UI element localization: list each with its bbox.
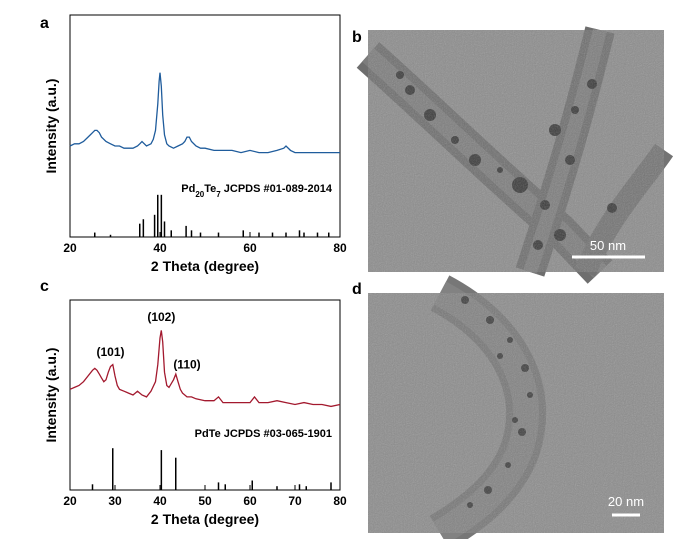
reference-label-part: 7 — [216, 189, 221, 198]
plot-frame — [69, 299, 341, 491]
y-axis-label: Intensity (a.u.) — [43, 79, 59, 174]
reference-label-part: Pd — [181, 183, 195, 195]
panel-label: b — [352, 29, 362, 46]
reference-label-part: PdTe JCPDS #03-065-1901 — [195, 428, 332, 440]
x-tick-label: 30 — [108, 494, 122, 508]
panel-label: d — [352, 281, 362, 298]
x-tick-label: 80 — [333, 241, 347, 255]
scale-bar-label: 20 nm — [608, 494, 644, 509]
plot-frame — [69, 14, 341, 238]
x-axis-label: 2 Theta (degree) — [151, 258, 259, 274]
panel-label: c — [40, 278, 49, 295]
x-tick-label: 20 — [63, 494, 77, 508]
x-tick-label: 40 — [153, 494, 167, 508]
x-tick-label: 40 — [153, 241, 167, 255]
xrd-curve — [69, 330, 341, 408]
reference-label: Pd20Te7 JCPDS #01-089-2014 — [181, 183, 333, 199]
x-tick-label: 60 — [243, 241, 257, 255]
reference-label: PdTe JCPDS #03-065-1901 — [195, 428, 332, 440]
x-tick-label: 70 — [288, 494, 302, 508]
x-axis-label: 2 Theta (degree) — [151, 511, 259, 527]
reference-label-part: Te — [204, 183, 216, 195]
tem-image-d — [368, 275, 664, 539]
scale-bar-label: 50 nm — [590, 238, 626, 253]
x-tick-label: 60 — [243, 494, 257, 508]
peak-annotation: (110) — [173, 357, 200, 371]
x-tick-label: 50 — [198, 494, 212, 508]
peak-annotation: (101) — [96, 345, 124, 359]
tem-image-b — [356, 26, 674, 284]
peak-annotation: (102) — [147, 310, 175, 324]
x-tick-label: 80 — [333, 494, 347, 508]
x-tick-label: 20 — [63, 241, 77, 255]
reference-label-part: 20 — [195, 189, 204, 198]
y-axis-label: Intensity (a.u.) — [43, 348, 59, 443]
panel-label: a — [40, 15, 49, 32]
reference-label-part: JCPDS #01-089-2014 — [221, 183, 333, 195]
xrd-curve — [69, 72, 340, 154]
